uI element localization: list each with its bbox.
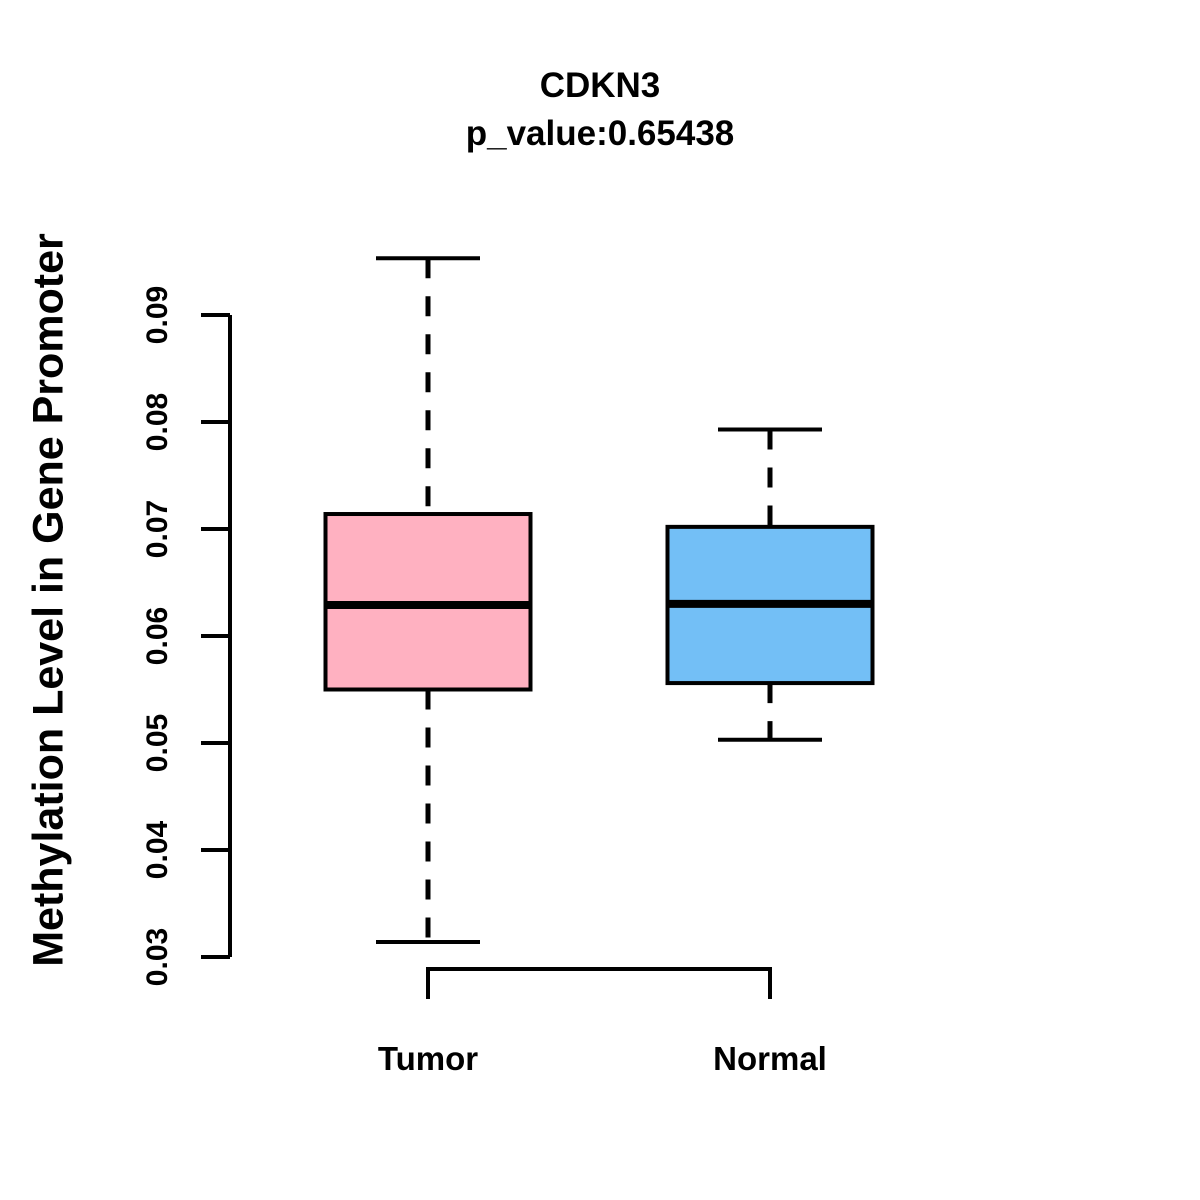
category-label-normal: Normal [713, 1040, 827, 1077]
y-tick-label: 0.09 [141, 286, 174, 344]
y-tick-label: 0.08 [141, 393, 174, 451]
category-label-tumor: Tumor [378, 1040, 478, 1077]
y-tick-label: 0.07 [141, 500, 174, 558]
chart-subtitle: p_value:0.65438 [465, 114, 735, 153]
y-tick-label: 0.04 [141, 820, 174, 879]
chart-title: CDKN3 [539, 66, 661, 105]
y-tick-label: 0.06 [141, 607, 174, 665]
y-tick-label: 0.03 [141, 928, 174, 986]
title-block: CDKN3 p_value:0.65438 [0, 62, 1200, 158]
x-axis-bracket [426, 967, 772, 999]
y-tick-label: 0.05 [141, 714, 174, 772]
